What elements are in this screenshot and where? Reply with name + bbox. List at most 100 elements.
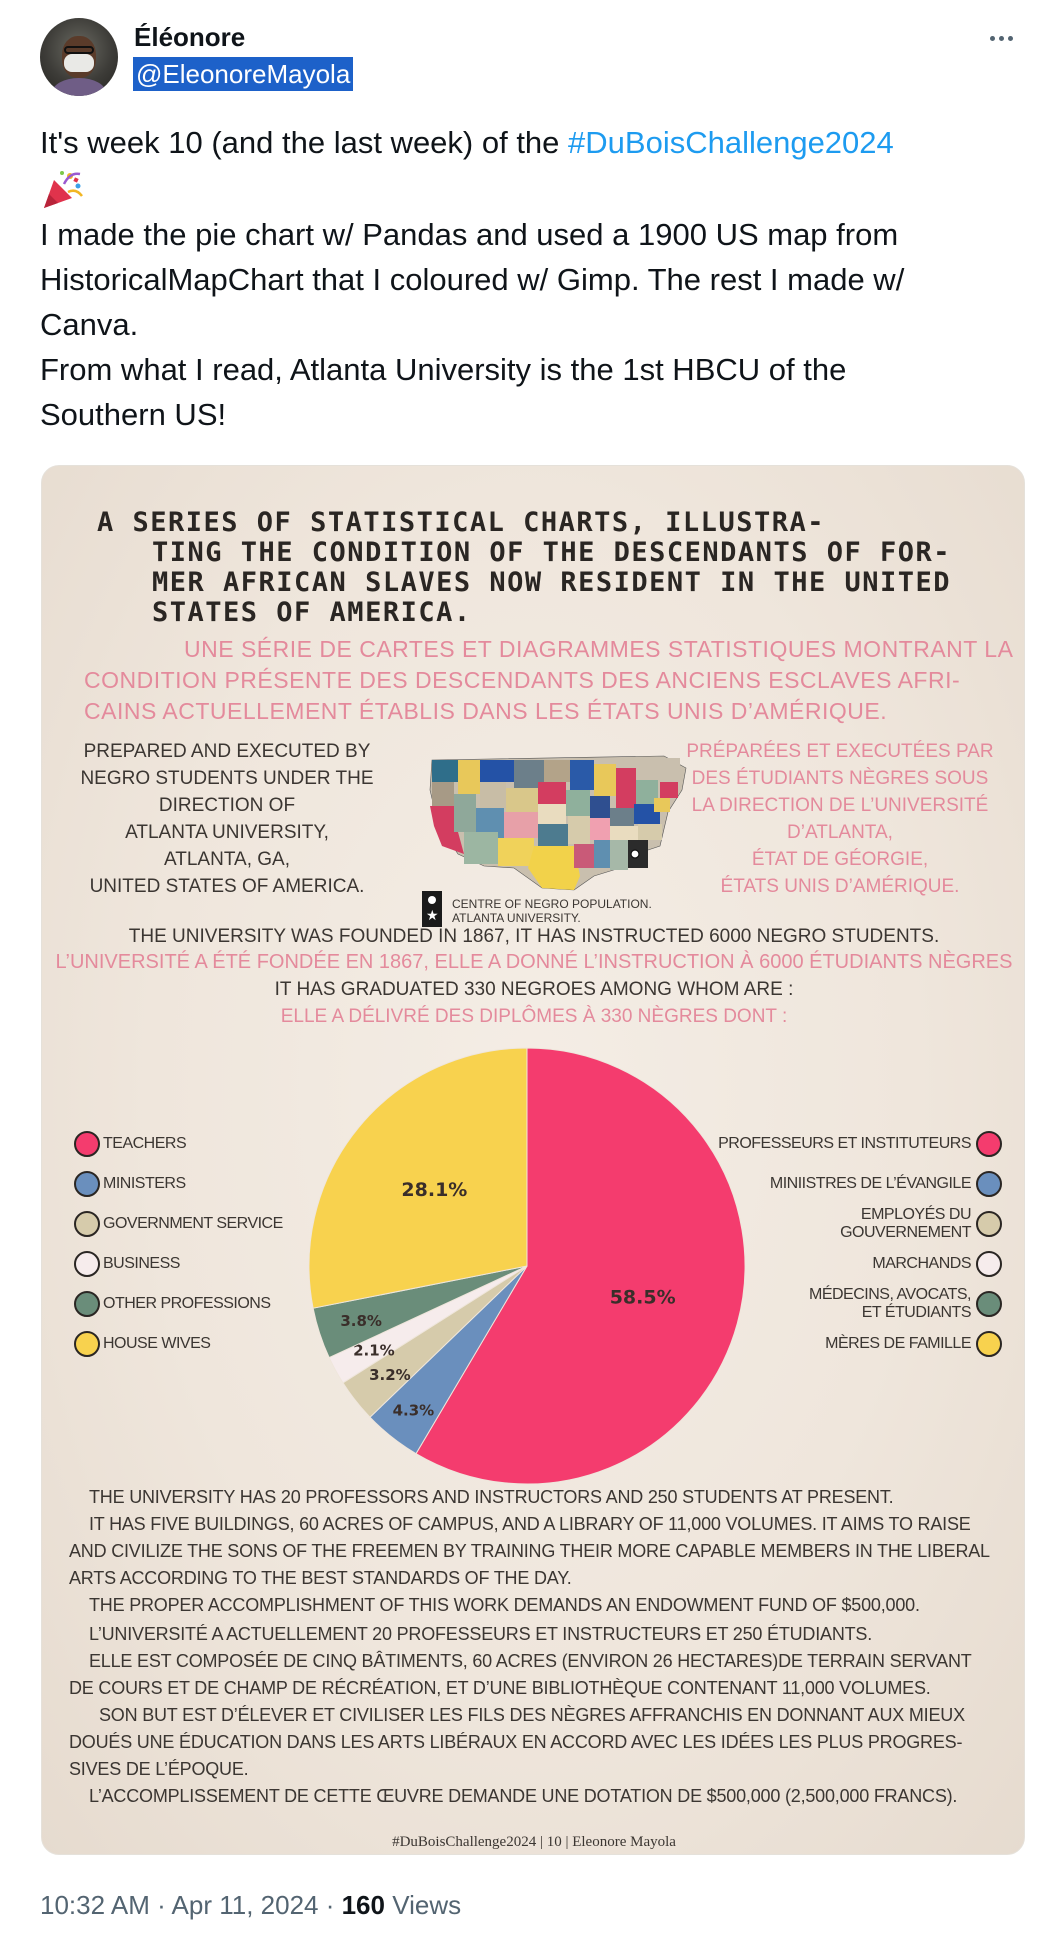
- poster-title: A SERIES OF STATISTICAL CHARTS, ILLUSTRA…: [97, 508, 997, 628]
- body-text-en: THE UNIVERSITY HAS 20 PROFESSORS AND INS…: [69, 1484, 999, 1619]
- legend-swatch-icon: [74, 1211, 100, 1237]
- pie-label: 3.2%: [369, 1366, 411, 1384]
- prepared-line: PREPARED AND EXECUTED BY: [83, 741, 371, 762]
- map-legend-line1: CENTRE OF NEGRO POPULATION.: [452, 897, 652, 911]
- legend-item-fr: MINIISTRES DE L’ÉVANGILE: [770, 1166, 1002, 1202]
- poster-title-line: STATES OF AMERICA.: [152, 597, 472, 628]
- poster-title-line: A SERIES OF STATISTICAL CHARTS, ILLUSTRA…: [97, 507, 825, 538]
- legend-item: HOUSE WIVES: [74, 1326, 211, 1362]
- poster-title-fr-line: CAINS ACTUELLEMENT ÉTABLIS DANS LES ÉTAT…: [84, 698, 888, 724]
- legend-label: MINISTERS: [103, 1175, 186, 1192]
- graduated-fr: ELLE A DÉLIVRÉ DES DIPLÔMES À 330 NÈGRES…: [280, 1006, 788, 1027]
- tweet-line-3: I made the pie chart w/ Pandas and used …: [40, 216, 899, 252]
- legend-swatch-icon: [976, 1171, 1002, 1197]
- tweet-timestamp[interactable]: 10:32 AM · Apr 11, 2024 ·: [40, 1890, 342, 1920]
- poster-title-line: TING THE CONDITION OF THE DESCENDANTS OF…: [152, 537, 951, 568]
- body-en-line: IT HAS FIVE BUILDINGS, 60 ACRES OF CAMPU…: [89, 1514, 971, 1534]
- legend-item-fr: MÉDECINS, AVOCATS, ET ÉTUDIANTS: [809, 1286, 1002, 1322]
- body-en-line: AND CIVILIZE THE SONS OF THE FREEMEN BY …: [69, 1541, 990, 1561]
- hashtag-link[interactable]: #DuBoisChallenge2024: [568, 125, 894, 160]
- body-fr-line: SON BUT EST D’ÉLEVER ET CIVILISER LES FI…: [99, 1705, 965, 1725]
- legend-swatch-icon: [74, 1171, 100, 1197]
- prepared-by-en: PREPARED AND EXECUTED BY NEGRO STUDENTS …: [72, 738, 382, 900]
- author-handle[interactable]: @EleonoreMayola: [133, 57, 354, 91]
- legend-swatch-icon: [74, 1131, 100, 1157]
- avatar[interactable]: [40, 18, 118, 96]
- body-text-fr: L’UNIVERSITÉ A ACTUELLEMENT 20 PROFESSEU…: [69, 1621, 999, 1810]
- legend-label-fr: MARCHANDS: [872, 1255, 971, 1272]
- prepared-line: UNITED STATES OF AMERICA.: [89, 876, 365, 897]
- prepared-fr-line: ÉTATS UNIS D’AMÉRIQUE.: [720, 876, 960, 897]
- tweet-line-7: Southern US!: [40, 396, 227, 432]
- legend-item: OTHER PROFESSIONS: [74, 1286, 271, 1322]
- tweet-line-6: From what I read, Atlanta University is …: [40, 351, 847, 387]
- tweet-line-4: HistoricalMapChart that I coloured w/ Gi…: [40, 261, 905, 297]
- legend-item: GOVERNMENT SERVICE: [74, 1206, 283, 1242]
- more-options-icon[interactable]: [990, 28, 1020, 48]
- poster-title-fr: UNE SÉRIE DE CARTES ET DIAGRAMMES STATIS…: [84, 634, 1014, 727]
- pie-slice-house-wives: [308, 1047, 528, 1309]
- tweet-line-5: Canva.: [40, 306, 139, 342]
- legend-item-fr: MÈRES DE FAMILLE: [825, 1326, 1002, 1362]
- legend-label-fr: EMPLOYÉS DU GOUVERNEMENT: [840, 1206, 971, 1241]
- views-count: 160: [341, 1890, 385, 1920]
- legend-swatch-icon: [976, 1291, 1002, 1317]
- body-fr-line: L’ACCOMPLISSEMENT DE CETTE ŒUVRE DEMANDE…: [89, 1786, 958, 1806]
- body-en-line: THE PROPER ACCOMPLISHMENT OF THIS WORK D…: [89, 1595, 920, 1615]
- poster-title-line: MER AFRICAN SLAVES NOW RESIDENT IN THE U…: [152, 567, 951, 598]
- author-name[interactable]: Éléonore: [134, 22, 246, 52]
- pie-label: 4.3%: [393, 1402, 435, 1420]
- founded-fr: L’UNIVERSITÉ A ÉTÉ FONDÉE EN 1867, ELLE …: [55, 951, 1013, 973]
- legend-item-fr: EMPLOYÉS DU GOUVERNEMENT: [840, 1206, 1002, 1242]
- map-legend-badge-icon: [422, 891, 442, 927]
- legend-label-fr: PROFESSEURS ET INSTITUTEURS: [718, 1135, 971, 1152]
- tweet-meta: 10:32 AM · Apr 11, 2024 · 160 Views: [40, 1890, 461, 1921]
- legend-swatch-icon: [74, 1291, 100, 1317]
- legend-swatch-icon: [976, 1331, 1002, 1357]
- tweet-text: It's week 10 (and the last week) of the …: [40, 120, 1030, 437]
- pie-label: 2.1%: [353, 1342, 395, 1360]
- poster-title-fr-line: CONDITION PRÉSENTE DES DESCENDANTS DES A…: [84, 667, 961, 693]
- tweet-image[interactable]: A SERIES OF STATISTICAL CHARTS, ILLUSTRA…: [41, 465, 1025, 1855]
- legend-swatch-icon: [976, 1251, 1002, 1277]
- legend-label: GOVERNMENT SERVICE: [103, 1215, 283, 1232]
- prepared-fr-line: LA DIRECTION DE L’UNIVERSITÉ: [691, 795, 989, 816]
- body-fr-line: L’UNIVERSITÉ A ACTUELLEMENT 20 PROFESSEU…: [89, 1624, 873, 1644]
- legend-swatch-icon: [74, 1331, 100, 1357]
- legend-swatch-icon: [74, 1251, 100, 1277]
- legend-label-fr: MÉDECINS, AVOCATS, ET ÉTUDIANTS: [809, 1286, 972, 1321]
- us-map-1900: [429, 755, 687, 891]
- legend-label: TEACHERS: [103, 1135, 187, 1152]
- legend-item: MINISTERS: [74, 1166, 186, 1202]
- body-fr-line: DE COURS ET DE CHAMP DE RÉCRÉATION, ET D…: [69, 1678, 931, 1698]
- body-fr-line: SIVES DE L’ÉPOQUE.: [69, 1759, 249, 1779]
- legend-item-fr: MARCHANDS: [872, 1246, 1002, 1282]
- prepared-by-fr: PRÉPARÉES ET EXECUTÉES PAR DES ÉTUDIANTS…: [670, 738, 1010, 900]
- prepared-fr-line: PRÉPARÉES ET EXECUTÉES PAR: [686, 741, 994, 762]
- legend-label-fr: MÈRES DE FAMILLE: [825, 1335, 971, 1352]
- legend-label: OTHER PROFESSIONS: [103, 1295, 271, 1312]
- pie-label: 3.8%: [340, 1312, 382, 1330]
- prepared-fr-line: DES ÉTUDIANTS NÈGRES SOUS: [691, 768, 989, 789]
- legend-label-fr: MINIISTRES DE L’ÉVANGILE: [769, 1175, 972, 1192]
- legend-label: BUSINESS: [103, 1255, 180, 1272]
- body-fr-line: ELLE EST COMPOSÉE DE CINQ BÂTIMENTS, 60 …: [89, 1651, 972, 1671]
- pie-chart: 58.5% 4.3% 3.2% 2.1% 3.8% 28.1%: [308, 1047, 746, 1485]
- prepared-fr-line: D’ATLANTA,: [787, 822, 893, 843]
- poster-title-fr-line: UNE SÉRIE DE CARTES ET DIAGRAMMES STATIS…: [184, 636, 1014, 662]
- legend-swatch-icon: [976, 1211, 1002, 1237]
- party-popper-icon: [44, 170, 83, 208]
- legend-item: BUSINESS: [74, 1246, 180, 1282]
- legend-label: HOUSE WIVES: [103, 1335, 211, 1352]
- pie-slice-teachers: [415, 1047, 746, 1485]
- legend-item-fr: PROFESSEURS ET INSTITUTEURS: [718, 1126, 1002, 1162]
- body-fr-line: DOUÉS UNE ÉDUCATION DANS LES ARTS LIBÉRA…: [69, 1732, 963, 1752]
- map-legend-line2: ATLANTA UNIVERSITY.: [452, 911, 581, 925]
- views-label: Views: [384, 1890, 462, 1920]
- tweet-line-1: It's week 10 (and the last week) of the: [40, 125, 569, 160]
- prepared-line: NEGRO STUDENTS UNDER THE: [80, 768, 374, 789]
- prepared-fr-line: ÉTAT DE GÉORGIE,: [751, 849, 929, 870]
- star-icon: ★: [426, 907, 439, 923]
- prepared-line: ATLANTA, GA,: [164, 849, 290, 870]
